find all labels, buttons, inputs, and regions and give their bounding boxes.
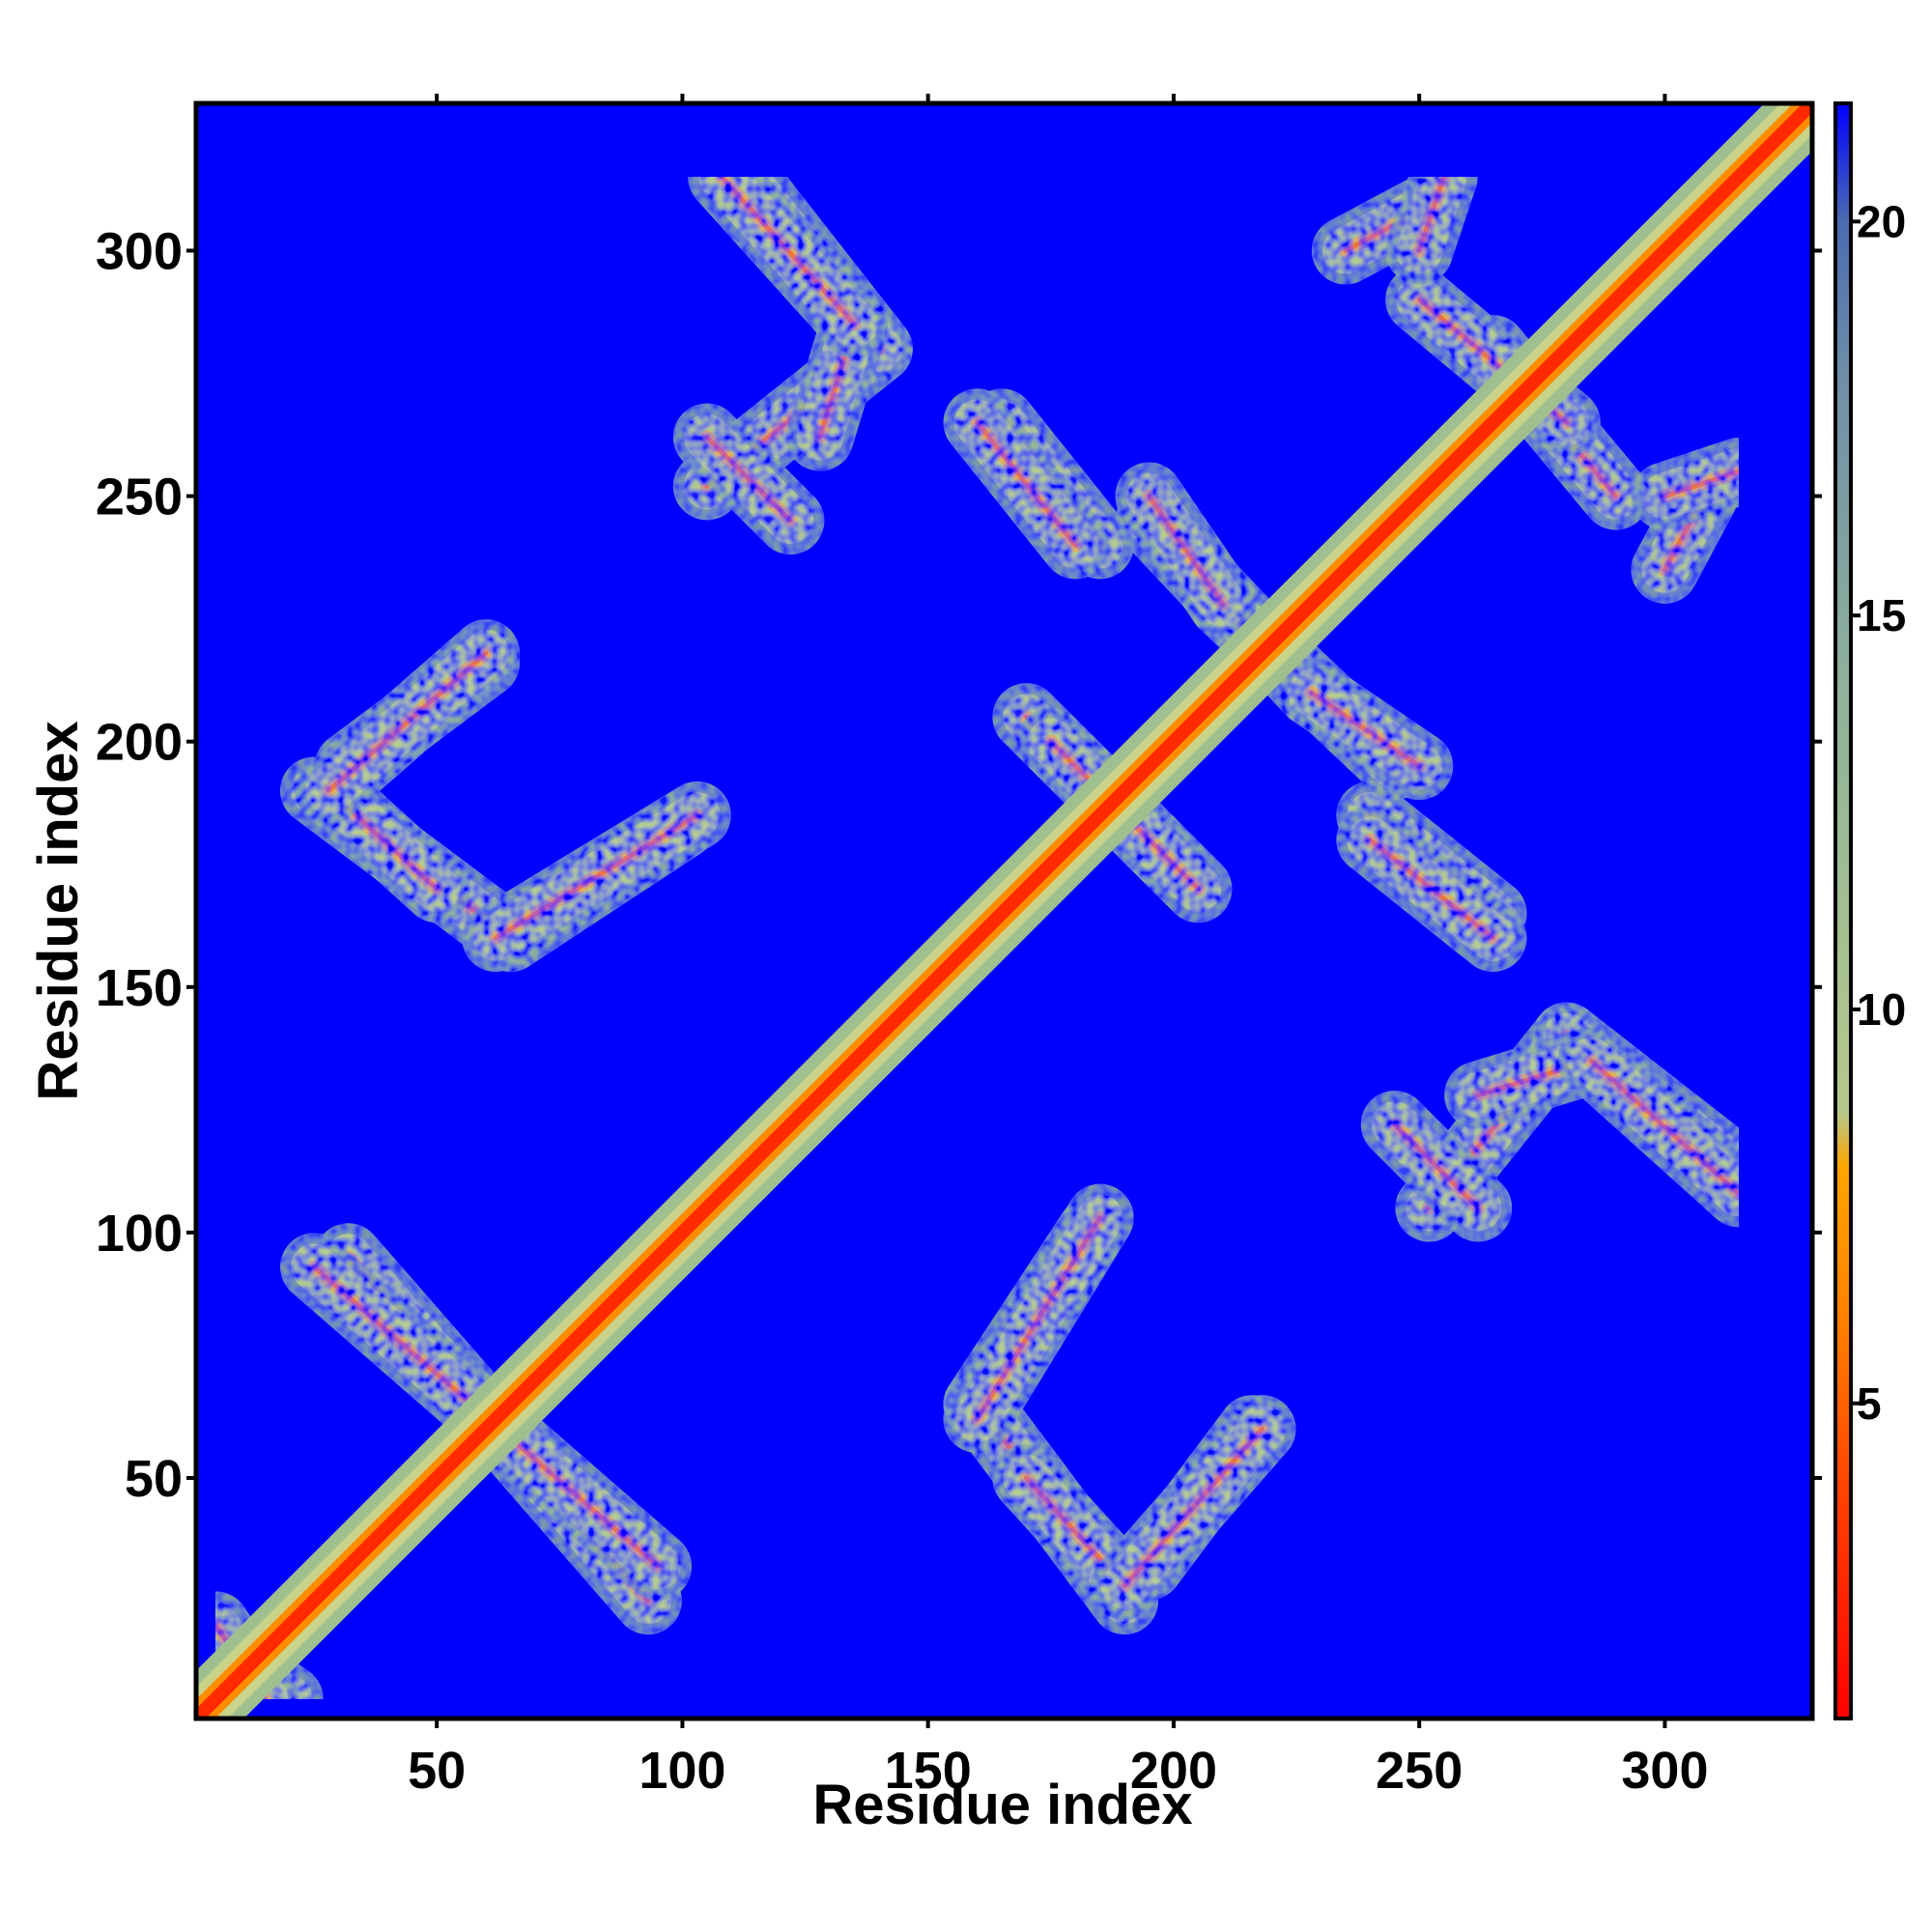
y-axis-title: Residue index <box>27 721 90 1100</box>
y-tick-label-150: 150 <box>96 959 183 1017</box>
x-tick-label-50: 50 <box>408 1742 466 1800</box>
y-tick-label-250: 250 <box>96 469 183 526</box>
colorbar-tick-label-10: 10 <box>1857 984 1906 1035</box>
contact-band-13-lower <box>943 388 1110 580</box>
colorbar: 5 10 15 20 <box>1833 101 1906 1720</box>
heatmap-plot-area <box>193 100 1815 1721</box>
diagonal-core <box>196 103 1812 1719</box>
x-tick-label-100: 100 <box>639 1742 725 1800</box>
contact-band-11-lower <box>1115 462 1257 639</box>
y-tick-label-100: 100 <box>96 1205 183 1263</box>
contact-band-6-lower <box>462 781 731 972</box>
x-axis-title: Residue index <box>812 1774 1192 1836</box>
x-tick-label-200: 200 <box>1130 1742 1217 1800</box>
y-axis: 50 100 150 200 250 300 <box>96 222 1822 1508</box>
contact-band-8-lower <box>295 619 521 825</box>
y-tick-label-300: 300 <box>96 222 183 280</box>
colorbar-tick-label-15: 15 <box>1857 590 1906 640</box>
x-tick-label-150: 150 <box>885 1742 972 1800</box>
contact-band-16-lower <box>1385 143 1478 285</box>
x-tick-label-250: 250 <box>1376 1742 1463 1800</box>
plot-frame <box>193 100 1815 1721</box>
colorbar-tick-label-5: 5 <box>1857 1378 1882 1429</box>
x-axis: 50 100 150 200 250 300 <box>408 94 1709 1800</box>
contact-band-17-lower <box>672 403 825 554</box>
contact-band-17-upper <box>1360 1091 1513 1242</box>
contact-band-19-lower <box>688 143 889 358</box>
x-tick-label-300: 300 <box>1621 1742 1708 1800</box>
contact-band-19-upper <box>1557 1027 1773 1228</box>
y-tick-label-50: 50 <box>125 1450 183 1508</box>
contact-band-8-upper <box>1091 1395 1296 1620</box>
contact-band-11-upper <box>1277 658 1454 801</box>
contact-band-16-upper <box>1631 438 1773 530</box>
y-tick-label-200: 200 <box>96 714 183 772</box>
contact-band-6-upper <box>943 1183 1134 1453</box>
contact-band-13-upper <box>1336 806 1527 972</box>
colorbar-gradient <box>1833 101 1853 1720</box>
colorbar-tick-label-20: 20 <box>1857 196 1906 246</box>
